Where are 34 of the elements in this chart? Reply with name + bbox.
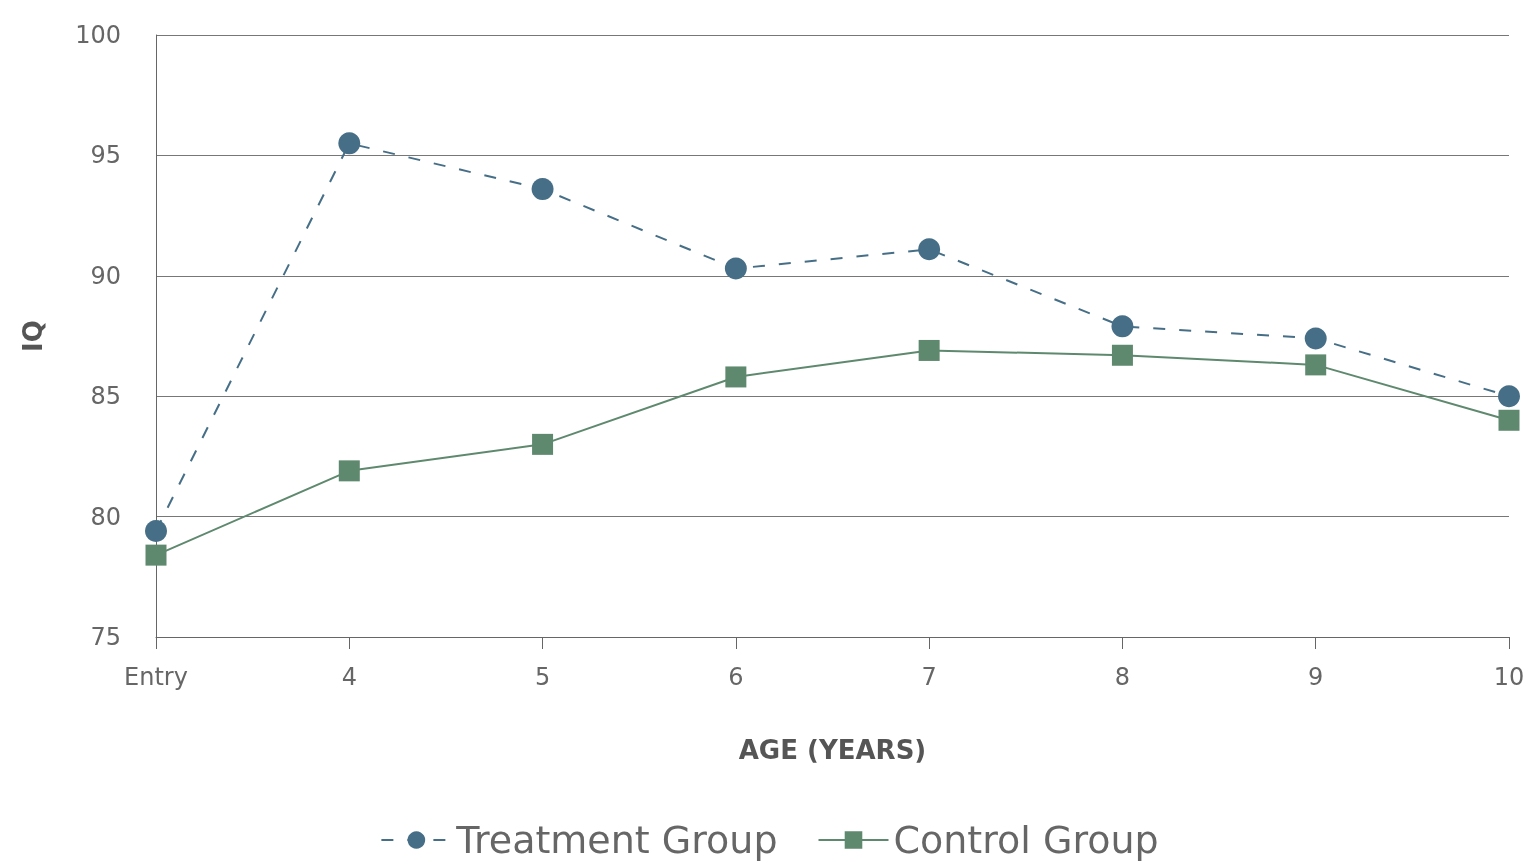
point <box>1111 315 1134 338</box>
x-tick-label: 6 <box>728 663 744 691</box>
point <box>918 238 941 261</box>
point <box>145 520 167 543</box>
point <box>725 366 747 388</box>
point <box>1305 354 1327 376</box>
point <box>1498 409 1520 431</box>
point <box>338 460 360 482</box>
legend-label: Treatment Group <box>455 818 778 862</box>
point <box>724 257 747 280</box>
legend-label: Control Group <box>893 818 1159 862</box>
point <box>918 339 940 361</box>
y-tick-label: 75 <box>90 623 121 651</box>
y-tick-label: 85 <box>90 382 121 411</box>
x-tick-label: 5 <box>534 663 551 691</box>
point <box>338 132 361 155</box>
y-tick-label: 95 <box>90 141 121 170</box>
y-tick-label: 100 <box>75 21 121 49</box>
x-tick-label: 8 <box>1114 663 1131 691</box>
point <box>145 544 167 566</box>
y-axis-title: IQ <box>18 320 48 352</box>
x-tick-label: 10 <box>1493 663 1525 691</box>
point <box>1304 327 1327 350</box>
x-tick-label: 9 <box>1308 663 1324 691</box>
y-tick-label: 90 <box>90 261 121 290</box>
point <box>1111 344 1133 366</box>
x-tick-label: 7 <box>921 663 937 691</box>
point <box>532 433 554 455</box>
x-tick-label: 4 <box>341 663 357 691</box>
point <box>531 178 554 201</box>
point <box>1498 385 1520 408</box>
x-axis-title: AGE (YEARS) <box>738 735 927 765</box>
y-tick-label: 80 <box>90 502 121 531</box>
x-tick-label: Entry <box>124 663 188 691</box>
